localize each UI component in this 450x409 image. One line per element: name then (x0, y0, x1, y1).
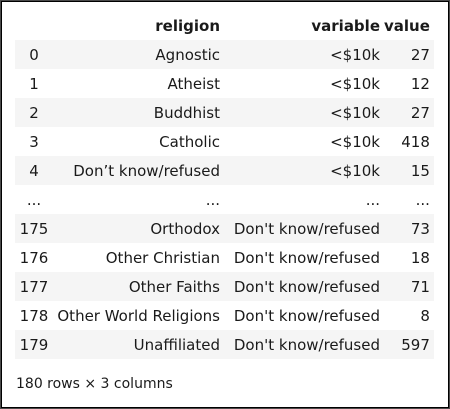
header-variable: variable (224, 11, 384, 40)
religion-cell: Atheist (167, 74, 220, 93)
value-cell: 27 (410, 45, 430, 64)
variable-cell: ... (365, 190, 380, 209)
value-cell: ... (415, 190, 430, 209)
variable-cell: Don't know/refused (233, 306, 380, 325)
row-index-cell: 1 (29, 74, 39, 93)
religion-cell: Unaffiliated (133, 335, 220, 354)
religion-cell: Other World Religions (57, 306, 220, 325)
value-cell: 18 (410, 248, 430, 267)
value-cell: 73 (410, 219, 430, 238)
variable-cell: <$10k (330, 161, 380, 180)
row-index-cell: 177 (19, 277, 49, 296)
variable-cell: Don't know/refused (233, 248, 380, 267)
religion-cell: Catholic (159, 132, 220, 151)
table-row: 3 Catholic <$10k 418 (15, 127, 434, 156)
row-index-cell: 4 (29, 161, 39, 180)
table-row: 177 Other Faiths Don't know/refused 71 (15, 272, 434, 301)
variable-cell: <$10k (330, 74, 380, 93)
value-cell: 71 (410, 277, 430, 296)
religion-cell: Don’t know/refused (73, 161, 220, 180)
table-row: 2 Buddhist <$10k 27 (15, 98, 434, 127)
header-religion: religion (53, 11, 224, 40)
shape-summary: 180 rows × 3 columns (16, 376, 173, 392)
value-cell: 12 (410, 74, 430, 93)
row-index-cell: 175 (19, 219, 49, 238)
religion-cell: Agnostic (155, 45, 220, 64)
table-row: ............ (15, 185, 434, 214)
table-row: 175 Orthodox Don't know/refused 73 (15, 214, 434, 243)
variable-cell: <$10k (330, 103, 380, 122)
table-row: 176 Other Christian Don't know/refused 18 (15, 243, 434, 272)
table-row: 179 Unaffiliated Don't know/refused 597 (15, 330, 434, 359)
value-cell: 597 (401, 335, 430, 354)
variable-cell: <$10k (330, 45, 380, 64)
value-cell: 15 (410, 161, 430, 180)
religion-cell: Other Christian (105, 248, 220, 267)
religion-cell: Orthodox (150, 219, 220, 238)
row-index-cell: ... (26, 190, 42, 209)
value-cell: 8 (420, 306, 430, 325)
row-index-cell: 3 (29, 132, 39, 151)
value-cell: 27 (410, 103, 430, 122)
variable-cell: Don't know/refused (233, 219, 380, 238)
header-value: value (384, 11, 434, 40)
table-row: 4 Don’t know/refused <$10k 15 (15, 156, 434, 185)
religion-cell: Other Faiths (128, 277, 220, 296)
header-index (15, 11, 53, 40)
religion-cell: Buddhist (153, 103, 220, 122)
variable-cell: <$10k (330, 132, 380, 151)
religion-cell: ... (205, 190, 220, 209)
row-index-cell: 179 (19, 335, 49, 354)
table-header: religion variable value (15, 11, 434, 40)
table-row: 178 Other World Religions Don't know/refus… (15, 301, 434, 330)
variable-cell: Don't know/refused (233, 277, 380, 296)
header-row: religion variable value (15, 11, 434, 40)
value-cell: 418 (401, 132, 430, 151)
variable-cell: Don't know/refused (233, 335, 380, 354)
row-index-cell: 178 (19, 306, 49, 325)
table-row: 0 Agnostic <$10k 27 (15, 40, 434, 69)
row-index-cell: 2 (29, 103, 39, 122)
row-index-cell: 176 (19, 248, 49, 267)
row-index-cell: 0 (29, 45, 39, 64)
table-row: 1 Atheist <$10k 12 (15, 69, 434, 98)
table-body: 0 Agnostic <$10k 27 1 Atheist <$10k 12 2 Buddhist… (15, 40, 434, 359)
dataframe-table: religion variable value 0 Agnostic <$10k 27… (15, 11, 434, 359)
